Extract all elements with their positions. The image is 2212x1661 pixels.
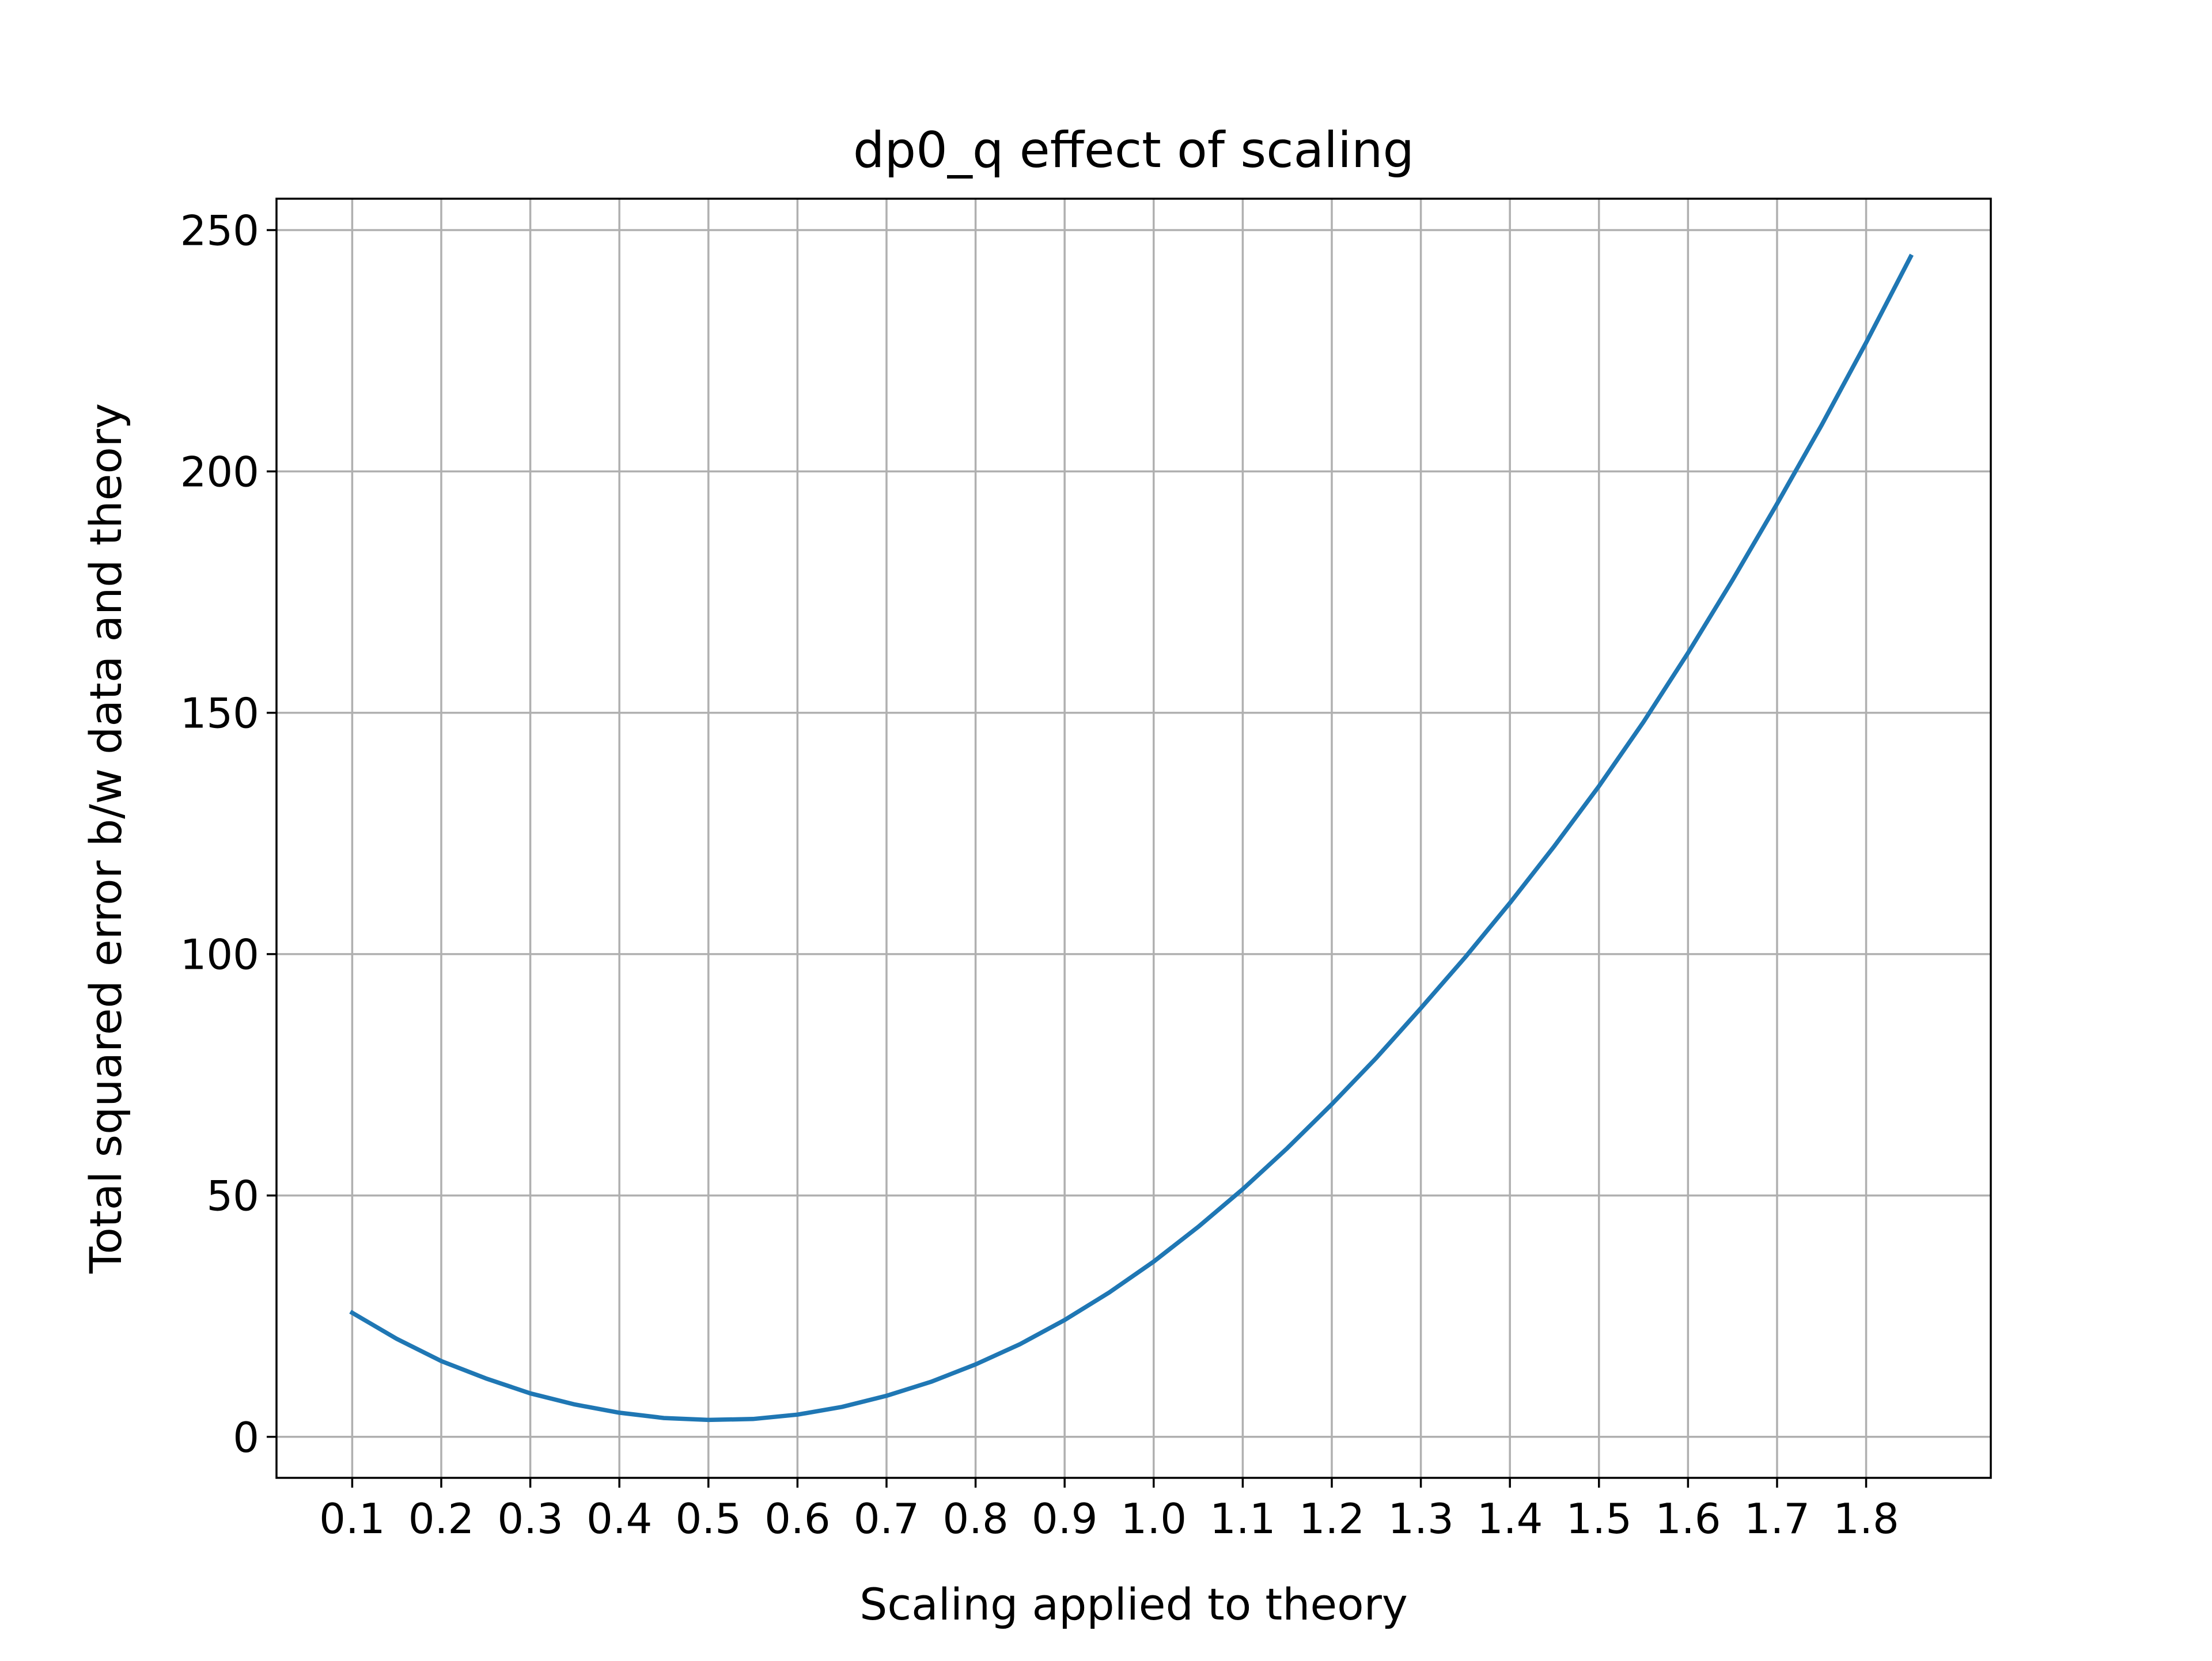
x-tick-label: 1.6 <box>1655 1495 1721 1543</box>
x-tick-label: 1.1 <box>1210 1495 1276 1543</box>
x-tick-label: 0.8 <box>942 1495 1009 1543</box>
x-tick-label: 1.7 <box>1744 1495 1810 1543</box>
y-tick-label: 0 <box>233 1413 259 1462</box>
x-axis-label: Scaling applied to theory <box>859 1579 1408 1630</box>
y-tick-label: 50 <box>206 1172 259 1220</box>
y-tick-label: 200 <box>180 448 259 496</box>
x-tick-label: 1.5 <box>1566 1495 1633 1543</box>
x-tick-label: 1.2 <box>1299 1495 1365 1543</box>
x-tick-label: 0.1 <box>319 1495 385 1543</box>
y-tick-label: 150 <box>180 689 259 738</box>
x-tick-label: 0.9 <box>1032 1495 1098 1543</box>
x-tick-label: 0.6 <box>764 1495 831 1543</box>
x-tick-label: 0.5 <box>676 1495 742 1543</box>
grid-lines <box>276 199 1991 1478</box>
y-tick-label: 100 <box>180 931 259 979</box>
x-tick-label: 0.3 <box>497 1495 563 1543</box>
x-tick-label: 0.7 <box>854 1495 920 1543</box>
axis-ticks: 0.1 0.2 0.3 0.4 0.5 0.6 0.7 0.8 0.9 1.0 1.1 1.2 1.3 1… <box>180 206 1899 1543</box>
x-tick-label: 0.4 <box>586 1495 653 1543</box>
plot-area <box>349 253 1914 1423</box>
x-tick-label: 0.2 <box>408 1495 475 1543</box>
chart-title: dp0_q effect of scaling <box>853 122 1414 179</box>
x-tick-label: 1.3 <box>1388 1495 1454 1543</box>
x-tick-label: 1.4 <box>1477 1495 1543 1543</box>
y-tick-label: 250 <box>180 206 259 255</box>
x-tick-label: 1.0 <box>1121 1495 1187 1543</box>
axes-frame <box>275 198 1992 1479</box>
y-axis-label: Total squared error b/w data and theory <box>80 403 131 1274</box>
x-tick-label: 1.8 <box>1833 1495 1899 1543</box>
series-line <box>349 253 1914 1423</box>
